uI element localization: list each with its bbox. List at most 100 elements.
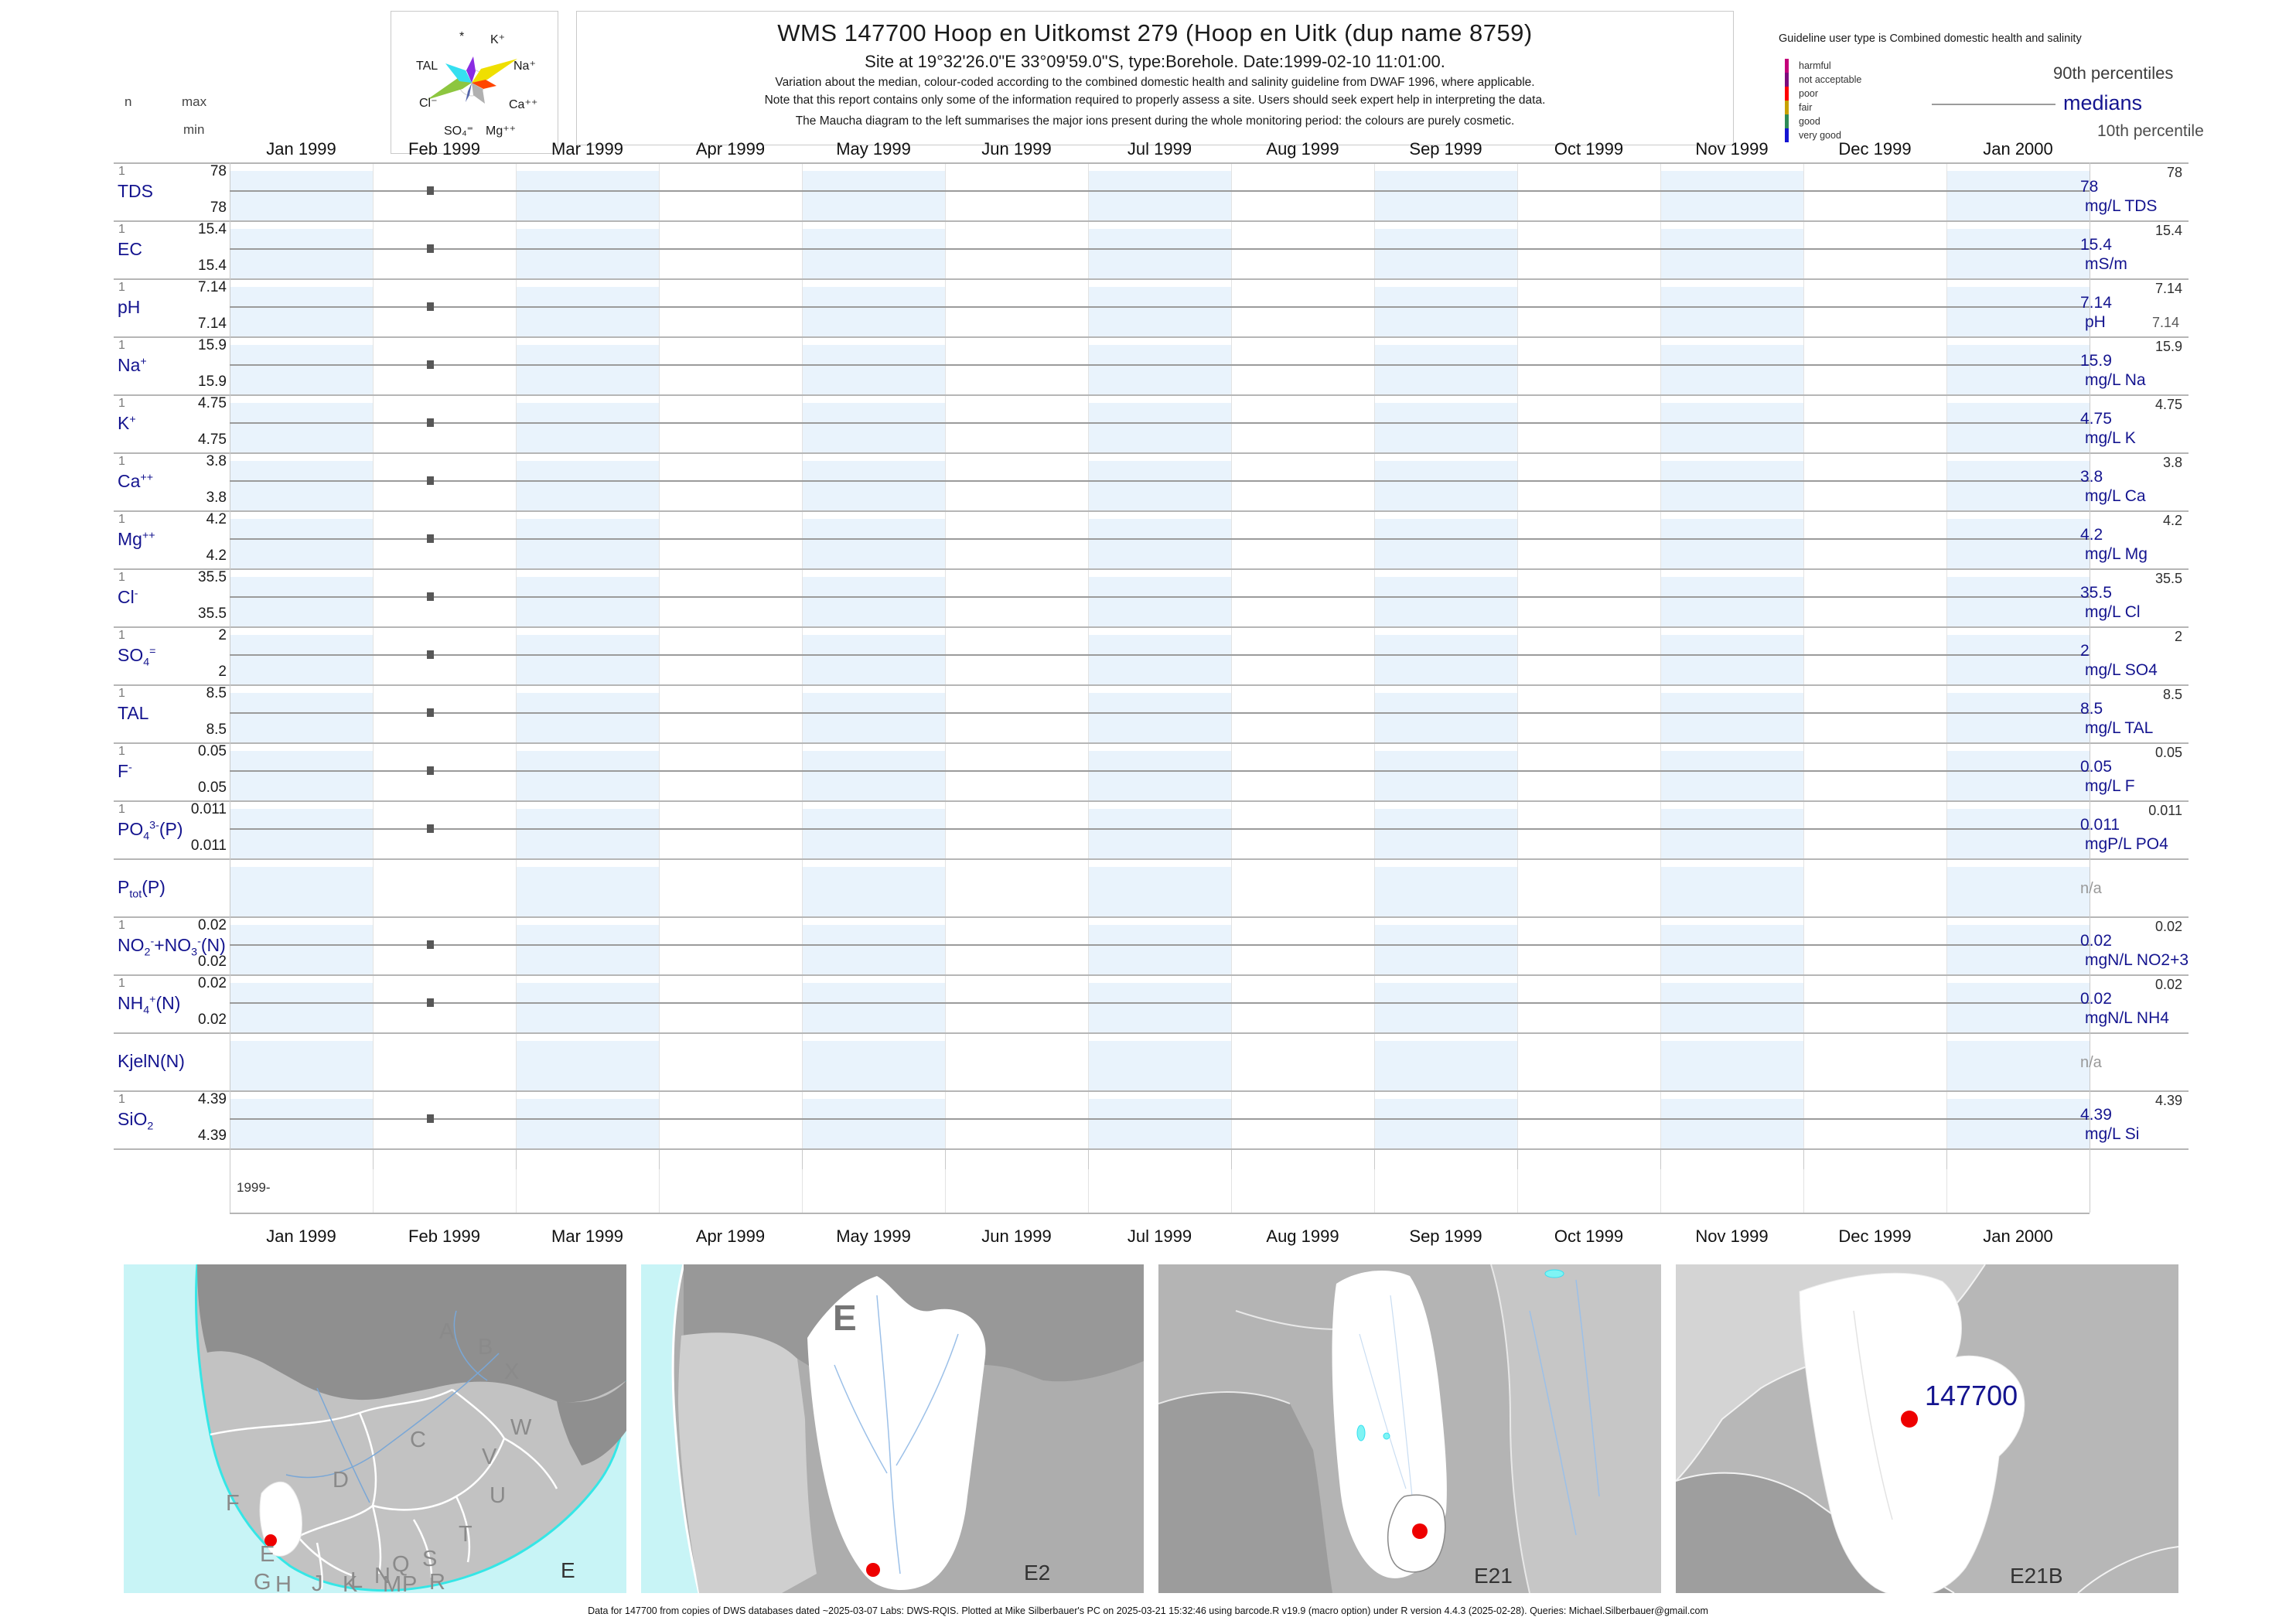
- p90-value: 15.9: [2154, 339, 2182, 354]
- median-line: [230, 944, 2090, 946]
- month-band: [1947, 577, 2090, 626]
- month-band: [803, 345, 945, 394]
- row-separator: [114, 568, 2189, 570]
- p10-legend-label: 10th percentile: [2097, 122, 2204, 140]
- param-n: 1: [118, 687, 125, 700]
- month-band: [230, 925, 373, 974]
- month-band: [517, 461, 659, 510]
- month-label-bottom: Dec 1999: [1838, 1227, 1912, 1246]
- month-band: [1947, 519, 2090, 568]
- param-name: NO2-+NO3-(N): [118, 935, 226, 959]
- param-max: 0.011: [190, 801, 227, 817]
- month-band: [803, 809, 945, 858]
- month-band: [517, 1099, 659, 1148]
- param-name: TAL: [118, 703, 149, 723]
- month-band: [1375, 867, 1517, 916]
- month-band: [1947, 229, 2090, 278]
- class-label: very good: [1799, 130, 1841, 141]
- month-band: [1947, 461, 2090, 510]
- param-name: SO4=: [118, 645, 156, 669]
- unit-label: mgP/L PO4: [2085, 835, 2168, 853]
- param-max: 15.4: [198, 221, 227, 237]
- data-point-marker: [427, 650, 434, 659]
- month-axis-tick: [516, 1148, 517, 1169]
- row-separator: [114, 684, 2189, 686]
- param-max: 0.02: [198, 975, 227, 991]
- month-band: [230, 809, 373, 858]
- median-value: 15.9: [2080, 352, 2112, 370]
- month-band: [803, 1041, 945, 1090]
- param-row-stats: 4.2 4.2 mg/L Mg: [2079, 510, 2189, 568]
- month-axis-tick: [659, 1148, 660, 1169]
- month-band: [1947, 809, 2090, 858]
- month-band: [230, 519, 373, 568]
- param-min: 4.75: [198, 432, 227, 448]
- month-band: [1375, 809, 1517, 858]
- region-letter: V: [482, 1445, 497, 1469]
- data-point-marker: [427, 476, 434, 485]
- month-band: [230, 867, 373, 916]
- row-separator: [114, 510, 2189, 512]
- unit-label: mg/L Cl: [2085, 603, 2141, 621]
- map-primary-regions: A B X C W D V U F E T S Q R N L P M J K …: [124, 1264, 626, 1593]
- param-row-label: 1 0.05 F- 0.05: [114, 742, 230, 800]
- month-band: [1089, 229, 1231, 278]
- data-point-marker: [427, 302, 434, 311]
- param-n: 1: [118, 1093, 125, 1106]
- month-band: [1089, 867, 1231, 916]
- param-max: 3.8: [206, 453, 227, 469]
- min-header: min: [183, 122, 205, 137]
- unit-label: mg/L TDS: [2085, 197, 2158, 215]
- median-value: 0.02: [2080, 932, 2112, 950]
- month-band: [1375, 519, 1517, 568]
- param-row-stats: n/a: [2079, 1032, 2189, 1090]
- station-id-label: 147700: [1925, 1380, 2018, 1411]
- param-row-stats: 3.8 3.8 mg/L Ca: [2079, 452, 2189, 510]
- param-max: 4.2: [206, 511, 227, 527]
- maucha-label-ca: Ca⁺⁺: [509, 98, 538, 111]
- month-band: [1661, 1099, 1803, 1148]
- param-row-stats: 0.05 0.05 mg/L F: [2079, 742, 2189, 800]
- median-value: 0.011: [2080, 816, 2120, 834]
- region-letter: R: [429, 1570, 445, 1593]
- month-band: [1661, 403, 1803, 452]
- month-band: [1661, 751, 1803, 800]
- month-band: [1661, 345, 1803, 394]
- param-name: PO43-(P): [118, 819, 183, 843]
- month-band: [517, 809, 659, 858]
- param-name: EC: [118, 239, 142, 259]
- inner-boundary: [1853, 1310, 1893, 1520]
- param-row-stats: 2 2 mg/L SO4: [2079, 626, 2189, 684]
- month-band: [1089, 519, 1231, 568]
- param-row-label: 1 4.39 SiO2 4.39: [114, 1090, 230, 1148]
- class-label: harmful: [1799, 60, 1831, 71]
- p90-value: 0.011: [2148, 803, 2182, 818]
- maucha-label-k: K⁺: [490, 33, 506, 46]
- month-gridline: [1231, 162, 1232, 1213]
- param-min: 15.9: [198, 374, 227, 390]
- data-point-marker: [427, 1114, 434, 1123]
- month-gridline: [1946, 162, 1947, 1213]
- param-min: 0.011: [190, 838, 227, 854]
- param-max: 8.5: [206, 685, 227, 701]
- maucha-label-tal: TAL: [416, 60, 438, 73]
- param-row-stats: 15.4 15.4 mS/m: [2079, 220, 2189, 278]
- param-max: 4.75: [198, 395, 227, 411]
- class-label: not acceptable: [1799, 74, 1862, 85]
- month-band: [517, 519, 659, 568]
- month-band: [1947, 983, 2090, 1032]
- region-label: E: [833, 1298, 857, 1338]
- row-separator: [114, 916, 2189, 918]
- rivers-inner: [1359, 1295, 1414, 1513]
- param-name: Ptot(P): [118, 877, 165, 901]
- class-color-good: [1785, 114, 1789, 128]
- param-min: 4.2: [206, 548, 227, 564]
- plot-bottom-border: [230, 1213, 2090, 1214]
- region-letter: P: [402, 1572, 417, 1593]
- median-value: 7.14: [2080, 294, 2112, 312]
- param-row-stats: 0.02 0.02 mgN/L NH4: [2079, 974, 2189, 1032]
- month-band: [1947, 635, 2090, 684]
- month-gridline: [945, 162, 946, 1213]
- month-band: [517, 287, 659, 336]
- region-letter: N: [374, 1564, 391, 1588]
